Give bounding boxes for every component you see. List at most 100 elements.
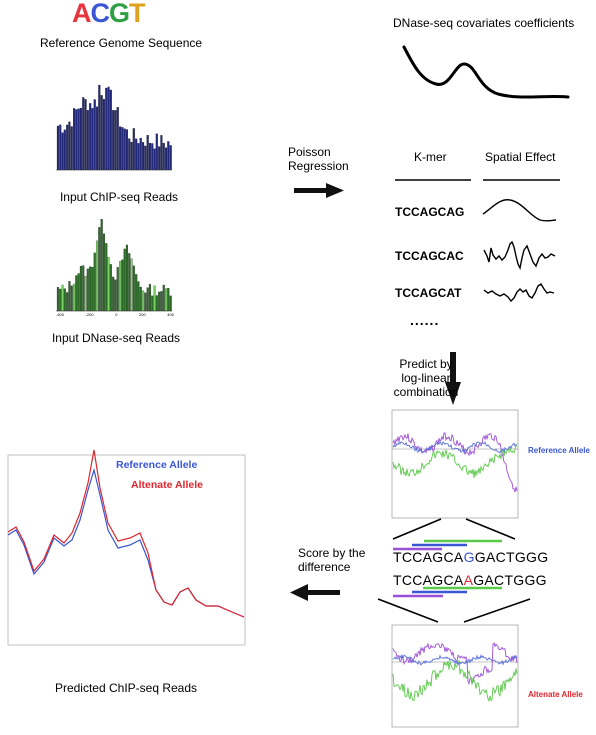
chip-bar xyxy=(165,147,168,171)
acgt-logo: ACGT xyxy=(72,0,145,29)
dnase-bar xyxy=(169,295,172,312)
reference-genome-label: Reference Genome Sequence xyxy=(39,36,203,50)
dnase-bar xyxy=(63,288,66,312)
kmer-ellipsis: ...... xyxy=(410,312,440,328)
chip-bar xyxy=(105,87,108,171)
dnase-bar xyxy=(148,284,151,312)
seq-prefix: TCCAGCA xyxy=(393,549,464,565)
dnase-bar xyxy=(123,248,126,312)
seq-suffix: GACTGGG xyxy=(473,572,547,588)
dnase-bar xyxy=(59,288,62,312)
chip-bar xyxy=(114,110,117,171)
dnase-bar xyxy=(100,219,103,312)
zoom-line-right-bottom xyxy=(463,598,531,623)
dnase-bar xyxy=(158,291,161,312)
dnase-bar xyxy=(86,268,89,312)
score-arrow xyxy=(290,584,340,601)
predicted-legend-reference: Reference Allele xyxy=(116,459,198,471)
dnase-ticks: -400 -200 0 200 400 xyxy=(56,312,174,317)
chip-bar xyxy=(68,121,71,171)
dnase-bar xyxy=(144,292,147,312)
dnase-bar xyxy=(61,284,64,312)
alternate-allele-small-label: Altenate Allele xyxy=(528,690,583,699)
chip-seq-histogram xyxy=(56,84,172,171)
dnase-bar xyxy=(107,257,110,312)
chip-bar xyxy=(121,127,124,171)
chip-bar xyxy=(151,143,154,171)
dnase-bar xyxy=(130,258,133,312)
chip-bar xyxy=(162,142,165,171)
chip-bar xyxy=(77,108,80,171)
dnase-bar xyxy=(79,266,82,312)
chip-bar xyxy=(118,126,122,171)
chip-bar xyxy=(142,142,145,171)
dnase-bar xyxy=(89,266,92,312)
dnase-bar xyxy=(102,233,105,312)
dnase-bar xyxy=(75,275,78,312)
seq-prefix: TCCAGCA xyxy=(393,572,464,588)
predicted-chip-label: Predicted ChIP-seq Reads xyxy=(54,681,198,695)
chip-bar xyxy=(56,125,59,171)
dnase-bar xyxy=(162,284,165,312)
dnase-bar xyxy=(153,285,156,312)
spatial-effect-curve-2 xyxy=(483,240,556,271)
dnase-bar xyxy=(165,288,168,312)
chip-bar xyxy=(70,126,73,171)
kmer-row-3: TCCAGCAT xyxy=(395,286,462,300)
dnase-bar xyxy=(142,290,145,312)
reference-allele-plot xyxy=(391,409,519,519)
kmer-row-2: TCCAGCAC xyxy=(395,249,464,263)
dnase-bar xyxy=(151,295,154,312)
kmer-row-1: TCCAGCAG xyxy=(395,205,465,219)
dnase-bar xyxy=(132,265,135,312)
chip-bar xyxy=(128,138,131,171)
dnase-bar xyxy=(114,279,117,312)
chip-bar xyxy=(95,106,99,171)
dnase-bar xyxy=(118,261,122,312)
dnase-bar xyxy=(68,281,71,312)
dnase-tick: -400 xyxy=(56,312,65,317)
chip-bar xyxy=(72,108,76,171)
dnase-bar xyxy=(167,288,170,312)
dnase-tick: 200 xyxy=(139,312,146,317)
input-dnase-label: Input DNase-seq Reads xyxy=(51,331,181,345)
zoom-line-right-top xyxy=(465,518,516,540)
letter-a: A xyxy=(72,0,91,28)
dnase-bar xyxy=(95,240,99,312)
chip-bar xyxy=(123,128,126,171)
chip-bar xyxy=(75,109,78,171)
letter-g: G xyxy=(109,0,130,28)
chip-bar xyxy=(137,143,140,171)
predicted-chip-plot xyxy=(7,449,246,646)
dnase-bar xyxy=(160,291,163,312)
dnase-covariates-label: DNase-seq covariates coefficients xyxy=(393,16,575,30)
dnase-tick: 400 xyxy=(167,312,174,317)
dnase-bar xyxy=(91,267,94,312)
zoom-line-left-bottom xyxy=(377,598,439,623)
chip-bar xyxy=(100,95,103,171)
dnase-bar xyxy=(93,252,96,312)
dnase-bar xyxy=(128,253,131,312)
dnase-bar xyxy=(121,259,124,312)
chip-bar xyxy=(89,103,92,171)
chip-bar xyxy=(167,141,170,171)
chip-bar xyxy=(130,141,133,171)
dnase-bar xyxy=(135,274,138,312)
dnase-seq-histogram xyxy=(56,219,172,312)
dnase-bar xyxy=(146,287,149,312)
spatial-effect-curve-3 xyxy=(483,283,555,303)
dnase-bar xyxy=(84,276,87,312)
chip-bar xyxy=(93,99,96,171)
reference-allele-base: G xyxy=(463,549,475,565)
predicted-legend-alternate: Altenate Allele xyxy=(131,479,203,491)
chip-bar xyxy=(61,132,64,171)
dnase-bar xyxy=(77,273,80,312)
dnase-bar xyxy=(105,243,108,312)
alternate-allele-plot xyxy=(391,624,519,728)
alternate-allele-base: A xyxy=(463,572,474,588)
chip-bar xyxy=(139,137,142,171)
dnase-bar xyxy=(139,286,142,312)
reference-allele-small-label: Reference Allele xyxy=(528,446,590,455)
dnase-bar xyxy=(109,264,112,312)
dnase-bar xyxy=(98,227,101,312)
